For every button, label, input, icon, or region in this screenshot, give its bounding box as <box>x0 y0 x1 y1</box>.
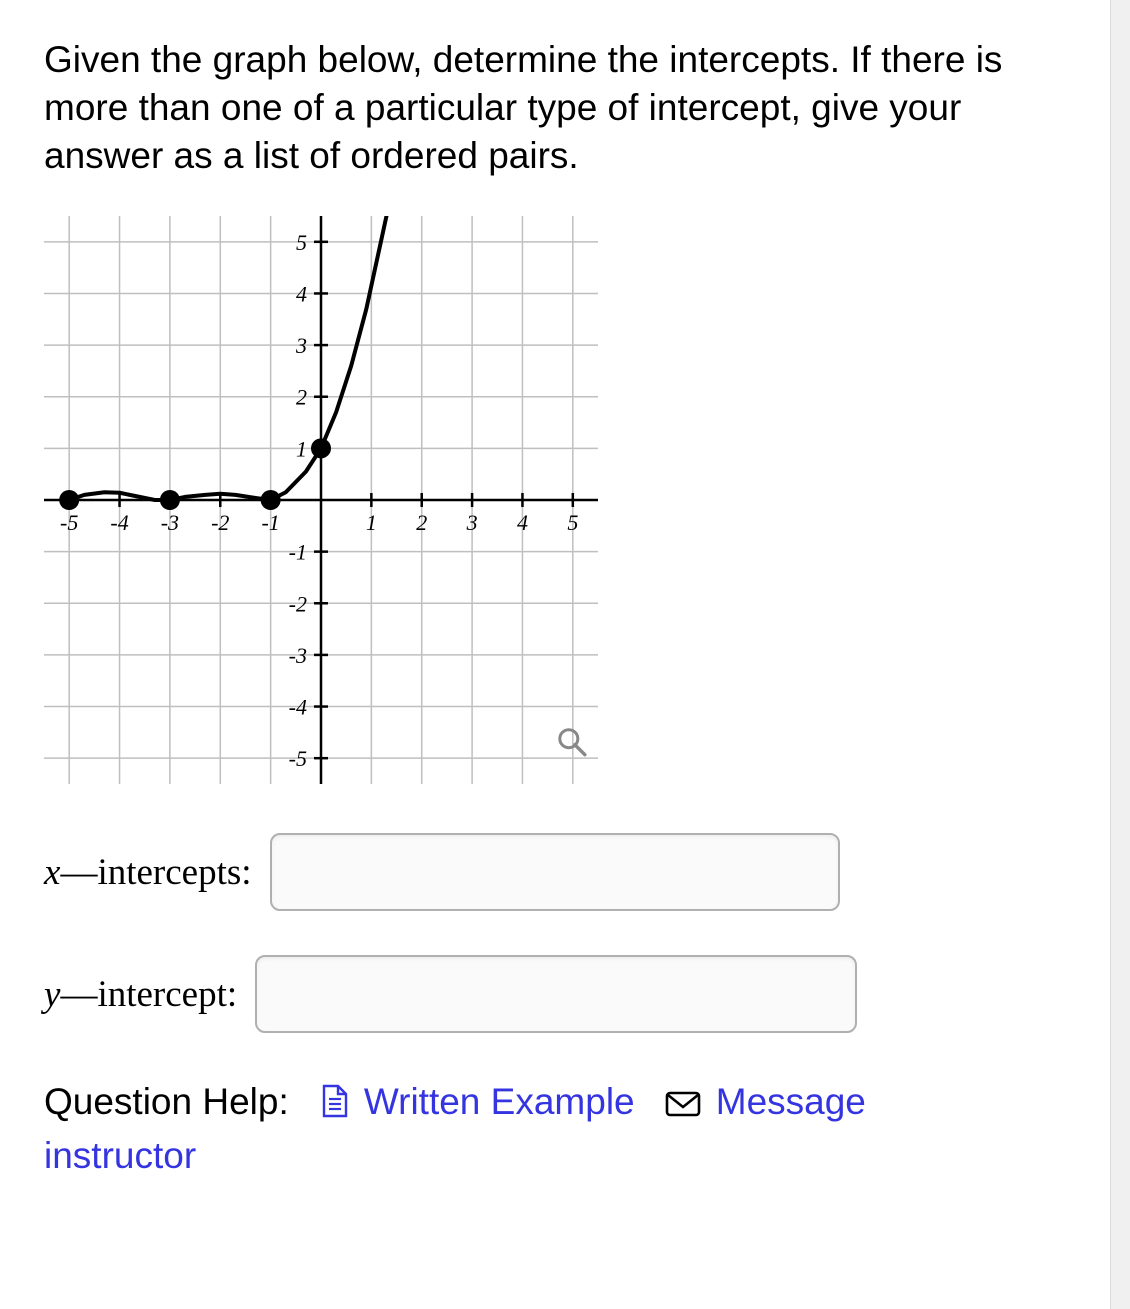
svg-text:2: 2 <box>296 385 307 410</box>
svg-text:5: 5 <box>296 230 307 255</box>
svg-text:-3: -3 <box>161 510 179 535</box>
svg-text:-2: -2 <box>211 510 229 535</box>
svg-text:-1: -1 <box>261 510 279 535</box>
svg-text:4: 4 <box>296 282 307 307</box>
graph-area: -5 -4 -3 -2 -1 1 2 3 4 5 -5 -4 -3 -2 -1 1 2 3 4 5 <box>44 216 1086 789</box>
svg-text:3: 3 <box>466 510 478 535</box>
svg-text:2: 2 <box>416 510 427 535</box>
svg-text:-3: -3 <box>289 643 307 668</box>
svg-text:4: 4 <box>517 510 528 535</box>
graph-svg: -5 -4 -3 -2 -1 1 2 3 4 5 -5 -4 -3 -2 -1 1 2 3 4 5 <box>44 216 598 784</box>
scrollbar-track[interactable] <box>1110 0 1130 1309</box>
svg-text:-4: -4 <box>289 695 307 720</box>
x-intercepts-label: x—intercepts: <box>44 851 252 894</box>
y-intercept-input[interactable] <box>255 955 857 1033</box>
svg-text:5: 5 <box>567 510 578 535</box>
y-intercept-row: y—intercept: <box>44 955 1086 1033</box>
written-example-link[interactable]: Written Example <box>364 1081 635 1122</box>
question-help-row: Question Help: Written Example Messagein… <box>44 1077 1086 1181</box>
svg-text:1: 1 <box>296 437 307 462</box>
svg-text:3: 3 <box>295 333 307 358</box>
document-icon <box>320 1081 350 1131</box>
y-intercept-label: y—intercept: <box>44 973 237 1016</box>
svg-text:-2: -2 <box>289 592 307 617</box>
svg-text:-4: -4 <box>110 510 128 535</box>
svg-text:1: 1 <box>366 510 377 535</box>
mail-icon <box>665 1081 701 1131</box>
x-intercepts-row: x—intercepts: <box>44 833 1086 911</box>
x-intercepts-input[interactable] <box>270 833 840 911</box>
question-text: Given the graph below, determine the int… <box>44 36 1086 180</box>
svg-text:-5: -5 <box>60 510 78 535</box>
svg-text:-5: -5 <box>289 746 307 771</box>
svg-text:-1: -1 <box>289 540 307 565</box>
question-help-label: Question Help: <box>44 1081 289 1122</box>
